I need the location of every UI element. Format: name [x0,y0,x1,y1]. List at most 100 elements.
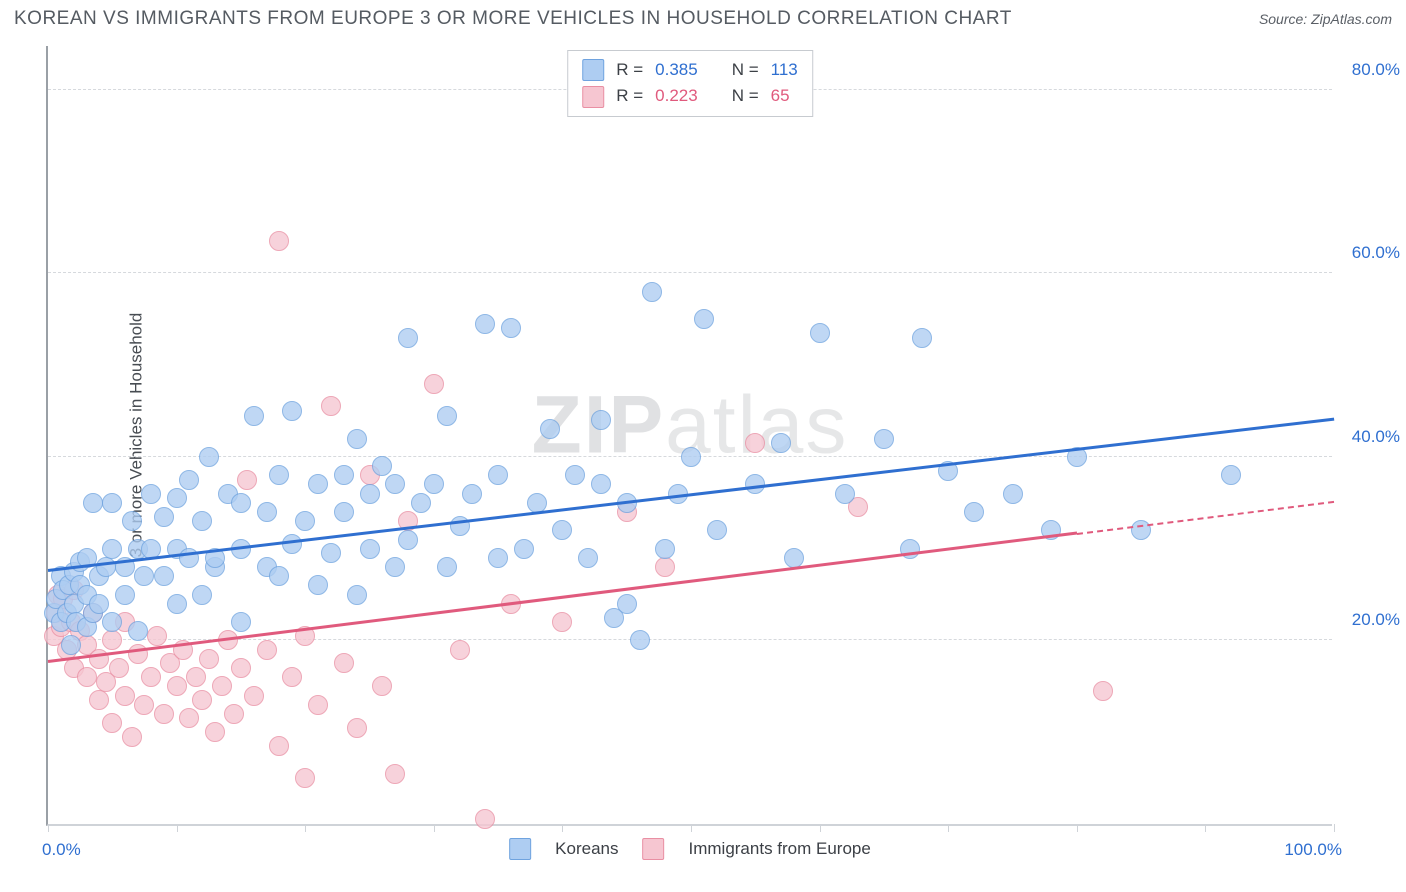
data-point-a [102,612,122,632]
data-point-a [874,429,894,449]
n-label: N = [732,83,759,109]
data-point-a [514,539,534,559]
data-point-a [179,470,199,490]
data-point-a [540,419,560,439]
legend-row-b: R = 0.223 N = 65 [582,83,798,109]
trend-line [1077,501,1334,535]
data-point-a [231,493,251,513]
data-point-a [321,543,341,563]
data-point-a [617,594,637,614]
data-point-b [308,695,328,715]
data-point-b [347,718,367,738]
n-label: N = [732,57,759,83]
data-point-a [154,507,174,527]
data-point-b [77,667,97,687]
legend-row-a: R = 0.385 N = 113 [582,57,798,83]
data-point-a [89,594,109,614]
data-point-b [115,686,135,706]
data-point-a [912,328,932,348]
data-point-b [269,231,289,251]
data-point-a [282,401,302,421]
data-point-a [334,502,354,522]
data-point-a [655,539,675,559]
r-label: R = [616,57,643,83]
y-tick-label: 60.0% [1340,243,1400,263]
data-point-a [1221,465,1241,485]
x-axis-max-label: 100.0% [1284,840,1342,860]
data-point-a [308,575,328,595]
data-point-a [437,406,457,426]
r-value-b: 0.223 [655,83,698,109]
data-point-b [89,690,109,710]
data-point-a [411,493,431,513]
plot-area: ZIPatlas 3 or more Vehicles in Household… [46,46,1332,826]
data-point-a [347,429,367,449]
data-point-a [488,548,508,568]
data-point-a [488,465,508,485]
data-point-a [372,456,392,476]
data-point-a [398,530,418,550]
legend-swatch-a-icon [582,59,604,81]
data-point-b [154,704,174,724]
data-point-b [450,640,470,660]
r-label: R = [616,83,643,109]
data-point-a [102,539,122,559]
data-point-b [179,708,199,728]
data-point-a [192,511,212,531]
data-point-a [334,465,354,485]
data-point-a [199,447,219,467]
data-point-b [147,626,167,646]
data-point-b [385,764,405,784]
data-point-a [360,484,380,504]
data-point-a [437,557,457,577]
data-point-a [308,474,328,494]
x-tick [948,824,949,832]
data-point-a [83,493,103,513]
data-point-a [231,612,251,632]
data-point-a [96,557,116,577]
gridline [48,272,1332,273]
data-point-b [282,667,302,687]
n-value-b: 65 [771,83,790,109]
data-point-b [655,557,675,577]
data-point-b [269,736,289,756]
data-point-b [141,667,161,687]
data-point-a [475,314,495,334]
data-point-b [257,640,277,660]
data-point-a [141,484,161,504]
data-point-b [205,722,225,742]
data-point-b [1093,681,1113,701]
data-point-a [154,566,174,586]
data-point-a [552,520,572,540]
data-point-a [630,630,650,650]
x-tick [562,824,563,832]
x-tick [305,824,306,832]
legend-swatch-b-icon [582,86,604,108]
data-point-a [61,635,81,655]
data-point-a [707,520,727,540]
data-point-a [102,493,122,513]
data-point-a [385,557,405,577]
data-point-b [122,727,142,747]
legend-label-b: Immigrants from Europe [688,839,870,859]
data-point-b [424,374,444,394]
data-point-b [134,695,154,715]
data-point-a [810,323,830,343]
legend-correlation: R = 0.385 N = 113 R = 0.223 N = 65 [567,50,813,117]
x-tick [434,824,435,832]
data-point-b [186,667,206,687]
data-point-b [231,658,251,678]
data-point-a [115,585,135,605]
data-point-b [552,612,572,632]
data-point-a [565,465,585,485]
data-point-a [424,474,444,494]
data-point-b [244,686,264,706]
x-tick [1205,824,1206,832]
data-point-a [385,474,405,494]
x-tick [48,824,49,832]
data-point-a [835,484,855,504]
n-value-a: 113 [771,57,798,83]
data-point-a [398,328,418,348]
gridline [48,639,1332,640]
data-point-a [360,539,380,559]
